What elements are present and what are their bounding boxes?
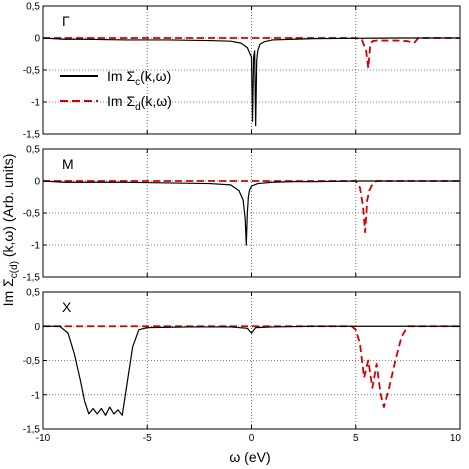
x-tick-label: 5 xyxy=(353,433,359,444)
y-axis-title: Im Σc(d) (k,ω) (Arb. units) xyxy=(0,154,20,307)
legend-label-c: Im Σc(k,ω) xyxy=(107,68,171,88)
y-tick-label: -0,5 xyxy=(23,209,41,220)
legend-label-d: Im Σd(k,ω) xyxy=(107,93,172,113)
y-tick-label: -1,5 xyxy=(23,273,41,284)
x-axis-title: ω (eV) xyxy=(229,449,270,465)
panel-label-gamma: Γ xyxy=(62,13,70,29)
panel-m: 0,5 0 -0,5 -1 -1,5 M xyxy=(23,145,461,284)
panel-x: 0,5 0 -0,5 -1 -1,5-10 -5 0 5 10 X xyxy=(23,288,462,445)
y-tick-label: 0 xyxy=(34,177,40,188)
legend: Im Σc(k,ω) Im Σd(k,ω) xyxy=(60,68,172,113)
panel-label-x: X xyxy=(62,299,72,315)
x-tick-label: -5 xyxy=(143,433,152,444)
y-tick-label: -1 xyxy=(31,241,40,252)
series-line-c xyxy=(42,180,460,246)
y-tick-label: 0 xyxy=(34,322,40,333)
y-tick-label: -1 xyxy=(31,98,40,109)
y-tick-label: -1,5 xyxy=(23,425,41,436)
y-tick-label: 0,5 xyxy=(26,288,40,299)
y-tick-label: -1 xyxy=(31,390,40,401)
y-tick-label: 0 xyxy=(34,34,40,45)
series-line-d xyxy=(43,37,460,69)
y-tick-label: -0,5 xyxy=(23,356,41,367)
series-line-c xyxy=(43,325,460,416)
y-tick-label: 0,5 xyxy=(26,145,40,156)
series-line-d xyxy=(43,325,460,408)
x-tick-label: 0 xyxy=(249,433,255,444)
x-tick-label: -10 xyxy=(36,433,51,444)
x-tick-label: 10 xyxy=(450,433,462,444)
panel-gamma: 0,5 0 -0,5 -1 -1,5 Γ xyxy=(23,2,461,141)
y-tick-label: -1,5 xyxy=(23,130,41,141)
series-line-c xyxy=(42,37,460,127)
y-tick-label: -0,5 xyxy=(23,66,41,77)
y-tick-label: 0,5 xyxy=(26,2,40,13)
panel-label-m: M xyxy=(62,156,74,172)
